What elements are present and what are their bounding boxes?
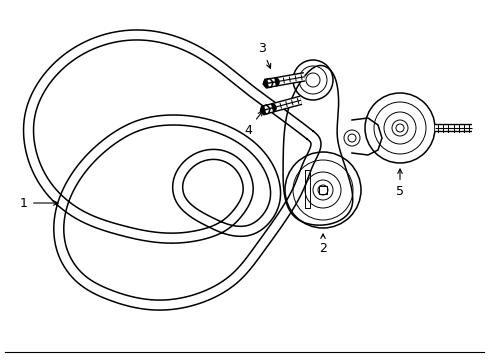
Text: 1: 1: [20, 197, 58, 210]
Text: 2: 2: [318, 234, 326, 255]
Text: 4: 4: [244, 111, 262, 136]
Text: 5: 5: [395, 169, 403, 198]
Bar: [318, 186, 326, 194]
Text: 3: 3: [258, 42, 270, 68]
